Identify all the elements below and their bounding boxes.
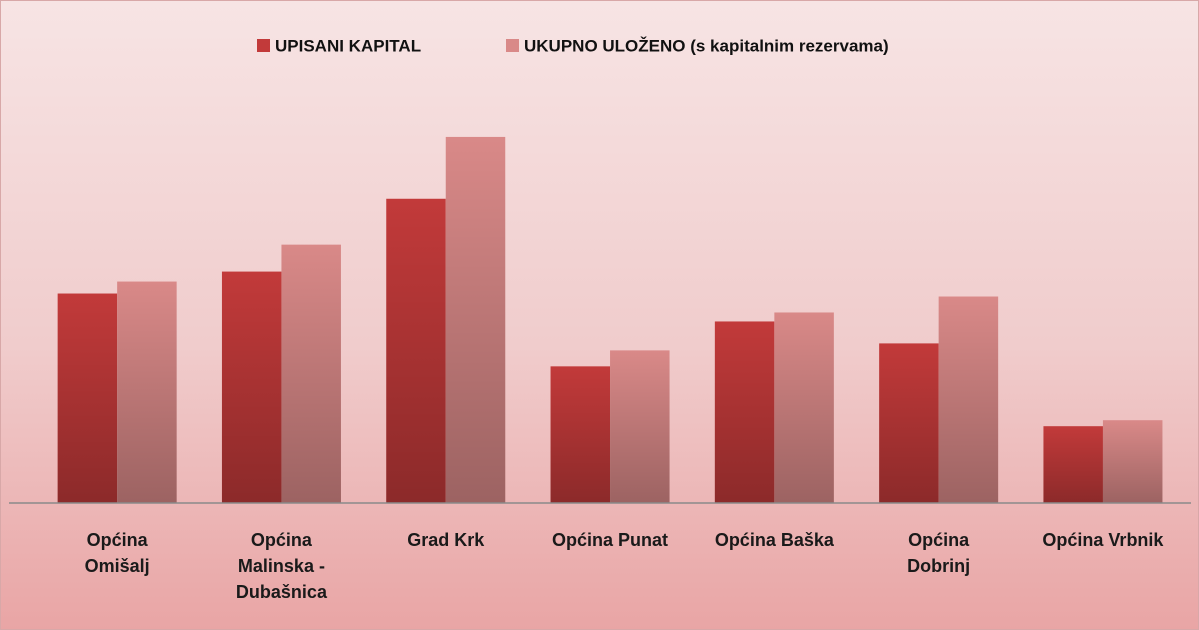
bar-shade (714, 321, 775, 503)
bar-shade (550, 366, 611, 503)
bar-shade (1102, 420, 1163, 503)
bar-shade (610, 350, 670, 503)
legend-swatch (257, 39, 270, 52)
x-tick-label: Grad Krk (407, 530, 485, 550)
x-tick-label: Općina Baška (714, 530, 834, 550)
bar-shade (879, 343, 939, 503)
bar-shade (57, 293, 118, 503)
bar-shade (221, 271, 282, 503)
bar-shade (774, 312, 834, 503)
x-tick-label: Općina Punat (552, 530, 669, 550)
legend-label: UKUPNO ULOŽENO (s kapitalnim rezervama) (524, 36, 889, 55)
bar-shade (1043, 426, 1103, 503)
bar-shade (117, 281, 177, 503)
x-tick-label: Općina Vrbnik (1042, 530, 1164, 550)
bar-shade (281, 244, 341, 503)
bar-shade (445, 136, 506, 504)
x-tick-label: Općina Malinska - Dubašnica (235, 530, 327, 602)
bar-shade (938, 296, 999, 503)
bar-shade (386, 198, 446, 503)
x-tick-label: Općina Omišalj (84, 530, 150, 576)
x-tick-label: Općina Dobrinj (907, 530, 971, 576)
legend-label: UPISANI KAPITAL (275, 36, 421, 55)
legend-swatch (506, 39, 519, 52)
